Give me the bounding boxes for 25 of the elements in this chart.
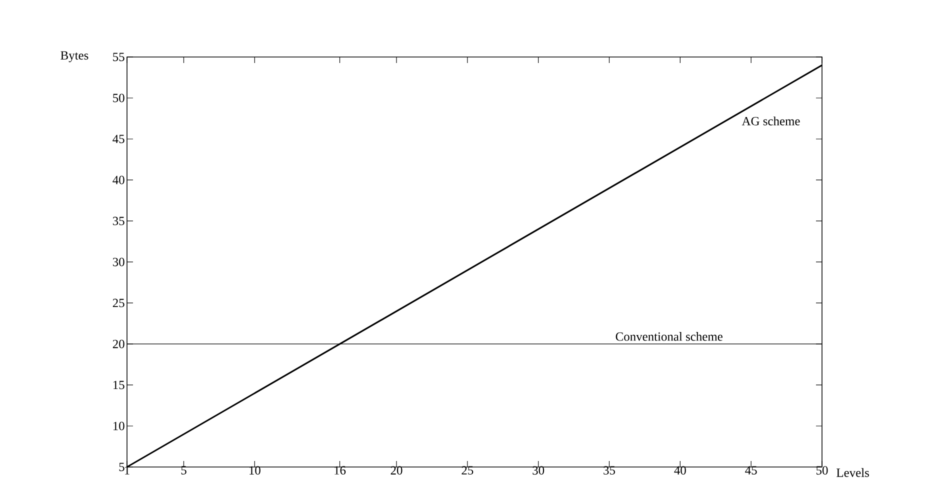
y-tick-label: 10 <box>113 422 124 430</box>
y-tick-label: 25 <box>112 298 124 308</box>
y-tick-label: 20 <box>112 340 124 348</box>
x-tick-label: 50 <box>816 466 828 475</box>
y-tick-label: 45 <box>112 134 124 144</box>
x-tick-label: 1 <box>124 466 130 474</box>
y-tick-label: 15 <box>113 380 124 390</box>
x-tick-label: 16 <box>334 466 346 475</box>
y-tick-label: 55 <box>113 52 124 62</box>
x-tick-label: 30 <box>532 466 544 475</box>
x-tick-label: 20 <box>390 466 402 475</box>
x-tick-label: 35 <box>604 466 615 475</box>
x-tick-label: 5 <box>181 466 186 474</box>
x-axis-title: Levels <box>836 468 869 477</box>
y-axis-title: Bytes <box>60 51 88 62</box>
x-tick-label: 10 <box>250 466 260 475</box>
y-tick-label: 35 <box>112 216 124 226</box>
x-tick-label: 45 <box>745 466 757 475</box>
y-tick-label: 40 <box>112 176 124 184</box>
y-tick-label: 50 <box>113 94 124 102</box>
y-tick-label: 30 <box>112 258 124 266</box>
series-label: AG scheme <box>742 116 800 126</box>
x-tick-label: 40 <box>674 466 686 475</box>
series-label: Conventional scheme <box>616 332 722 341</box>
x-tick-label: 25 <box>462 466 474 475</box>
